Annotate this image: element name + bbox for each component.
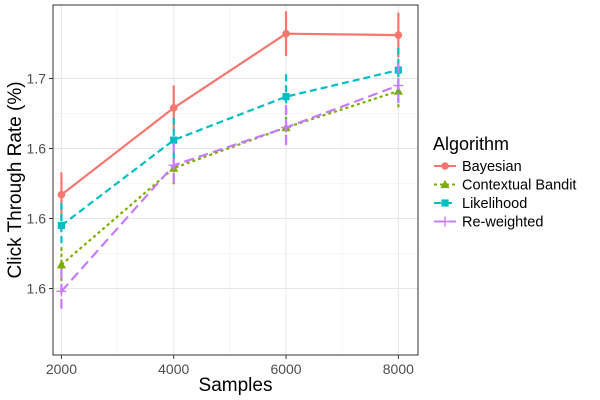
data-point-circle	[394, 31, 403, 39]
y-tick-label: 1.6	[27, 211, 47, 227]
legend-item: Likelihood	[434, 196, 527, 212]
series-line	[60, 84, 399, 293]
y-tick-label: 1.6	[27, 281, 47, 297]
x-tick-label: 2000	[46, 361, 77, 377]
data-point-cross	[440, 216, 450, 227]
data-point-circle	[441, 162, 449, 170]
data-point-circle	[169, 104, 178, 112]
data-point-circle	[57, 190, 66, 199]
legend-item: Re-weighted	[434, 215, 543, 231]
data-point-square	[282, 93, 290, 101]
axis-ticks: 2000 4000 6000 8000 1.6 1.6 1.6 1.7	[27, 71, 415, 378]
series-line	[60, 69, 399, 227]
data-point-cross	[281, 122, 292, 133]
data-point-triangle	[440, 179, 450, 189]
series-line	[60, 32, 399, 196]
legend-label: Likelihood	[462, 196, 527, 212]
data-point-triangle	[393, 86, 403, 95]
series-re-weighted	[56, 63, 404, 314]
y-tick-label: 1.7	[27, 71, 47, 87]
series-group	[56, 11, 404, 314]
data-point-cross	[56, 286, 67, 297]
y-axis-title: Click Through Rate (%)	[5, 81, 26, 278]
x-axis-title: Samples	[199, 375, 273, 396]
y-tick-label: 1.6	[27, 141, 47, 157]
legend-item: Bayesian	[434, 159, 522, 175]
data-point-cross	[393, 80, 404, 91]
legend: Algorithm Bayesian Contextual Bandit Likel…	[433, 134, 576, 231]
plot-panel-border	[52, 4, 419, 356]
x-tick-label: 6000	[270, 361, 301, 377]
series-line	[60, 90, 399, 266]
grid	[53, 5, 418, 355]
legend-label: Bayesian	[462, 159, 522, 175]
legend-label: Contextual Bandit	[462, 178, 576, 194]
x-tick-label: 4000	[158, 361, 189, 377]
legend-item: Contextual Bandit	[434, 178, 576, 194]
legend-title: Algorithm	[433, 134, 509, 154]
legend-label: Re-weighted	[462, 215, 543, 231]
data-point-square	[441, 199, 449, 207]
x-tick-label: 8000	[383, 361, 414, 377]
data-point-square	[57, 221, 66, 230]
data-point-triangle	[56, 260, 67, 269]
data-point-square	[170, 136, 178, 144]
data-point-cross	[168, 160, 179, 171]
data-point-circle	[282, 29, 290, 38]
